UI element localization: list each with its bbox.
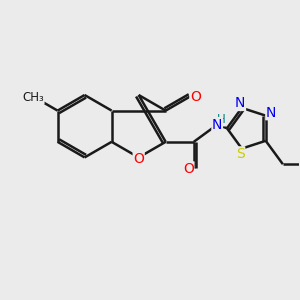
Text: S: S — [236, 147, 245, 161]
Text: N: N — [266, 106, 276, 120]
Text: N: N — [212, 118, 222, 132]
Text: O: O — [183, 162, 194, 176]
Text: O: O — [190, 90, 201, 104]
Text: N: N — [235, 96, 245, 110]
Text: CH₃: CH₃ — [22, 91, 44, 104]
Text: O: O — [133, 152, 144, 166]
Text: H: H — [216, 113, 225, 126]
